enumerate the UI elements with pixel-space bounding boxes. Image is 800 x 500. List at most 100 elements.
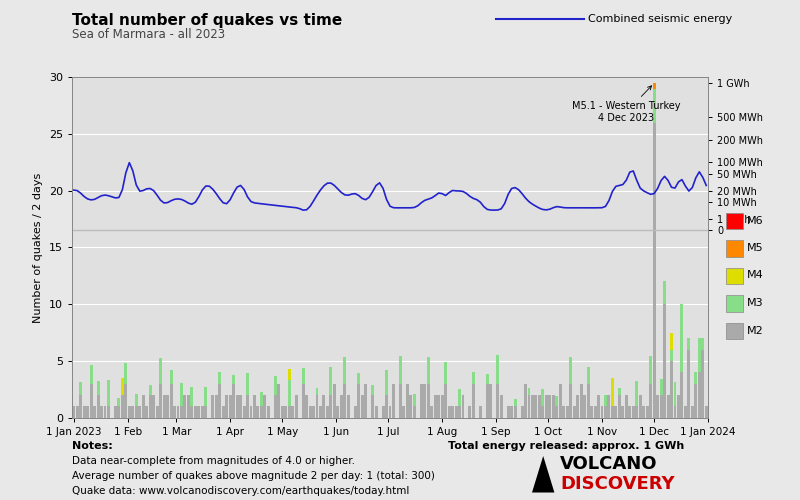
Bar: [555, 396, 558, 406]
Bar: [358, 384, 360, 418]
Bar: [100, 406, 103, 417]
Bar: [607, 395, 610, 417]
Bar: [232, 384, 235, 418]
Bar: [90, 365, 93, 384]
Bar: [302, 368, 305, 384]
Bar: [239, 395, 242, 417]
Bar: [159, 384, 162, 418]
Bar: [506, 406, 510, 417]
Bar: [135, 394, 138, 406]
Bar: [170, 384, 173, 418]
Bar: [333, 384, 336, 418]
Bar: [385, 395, 388, 417]
Bar: [330, 367, 332, 395]
Bar: [190, 406, 194, 417]
Bar: [146, 406, 148, 417]
Bar: [107, 380, 110, 406]
Bar: [472, 384, 475, 418]
Bar: [76, 406, 78, 417]
Bar: [79, 382, 82, 395]
Bar: [430, 406, 433, 417]
Bar: [340, 395, 343, 417]
Bar: [410, 395, 412, 417]
Bar: [291, 406, 294, 417]
Bar: [618, 388, 621, 395]
Text: Data near-complete from magnitudes of 4.0 or higher.: Data near-complete from magnitudes of 4.…: [72, 456, 355, 466]
Bar: [552, 395, 555, 417]
Bar: [90, 384, 93, 418]
Bar: [183, 395, 186, 417]
Bar: [632, 406, 634, 417]
Bar: [604, 395, 607, 406]
Bar: [413, 406, 416, 417]
Bar: [437, 395, 440, 417]
Bar: [121, 395, 124, 417]
Bar: [670, 332, 673, 349]
Bar: [628, 406, 631, 417]
Bar: [218, 384, 221, 418]
Bar: [218, 372, 221, 384]
Bar: [594, 406, 597, 417]
Bar: [681, 304, 683, 372]
Bar: [545, 395, 548, 417]
Bar: [361, 395, 364, 417]
Bar: [663, 282, 666, 304]
Bar: [315, 388, 318, 395]
Bar: [674, 382, 677, 406]
Bar: [138, 406, 142, 417]
Bar: [392, 384, 395, 418]
Bar: [566, 406, 569, 417]
Bar: [698, 372, 701, 418]
Bar: [402, 406, 406, 417]
Bar: [204, 406, 207, 417]
Bar: [586, 384, 590, 418]
Bar: [420, 384, 422, 418]
Bar: [677, 395, 680, 417]
Bar: [166, 395, 169, 417]
Bar: [309, 406, 311, 417]
Bar: [358, 373, 360, 384]
Bar: [622, 406, 624, 417]
Bar: [364, 384, 367, 418]
Bar: [458, 406, 461, 417]
Bar: [496, 356, 499, 384]
Text: Combined seismic energy: Combined seismic energy: [588, 14, 732, 24]
Bar: [236, 395, 238, 417]
Bar: [702, 338, 704, 349]
Bar: [423, 384, 426, 418]
Text: M3: M3: [746, 298, 763, 308]
Bar: [531, 395, 534, 417]
Bar: [156, 406, 158, 417]
Bar: [444, 384, 447, 418]
Bar: [305, 395, 308, 417]
Bar: [385, 370, 388, 395]
Text: VOLCANO: VOLCANO: [560, 455, 658, 473]
Bar: [159, 358, 162, 384]
Bar: [656, 395, 659, 417]
Bar: [570, 357, 572, 384]
Bar: [614, 406, 618, 417]
Bar: [538, 395, 541, 417]
Bar: [702, 350, 704, 418]
Bar: [687, 350, 690, 418]
Bar: [601, 406, 603, 417]
Text: DISCOVERY: DISCOVERY: [560, 475, 674, 493]
Bar: [274, 376, 277, 395]
Bar: [576, 395, 579, 417]
Bar: [670, 361, 673, 418]
Bar: [288, 380, 290, 406]
Bar: [472, 372, 475, 384]
Bar: [121, 378, 124, 395]
Bar: [399, 384, 402, 418]
Bar: [253, 395, 256, 417]
Bar: [559, 384, 562, 418]
Bar: [521, 406, 523, 417]
Bar: [583, 395, 586, 417]
Bar: [562, 406, 566, 417]
Bar: [698, 338, 701, 372]
Bar: [611, 406, 614, 417]
Bar: [496, 384, 499, 418]
Bar: [322, 395, 326, 417]
Bar: [229, 395, 232, 417]
Bar: [131, 406, 134, 417]
